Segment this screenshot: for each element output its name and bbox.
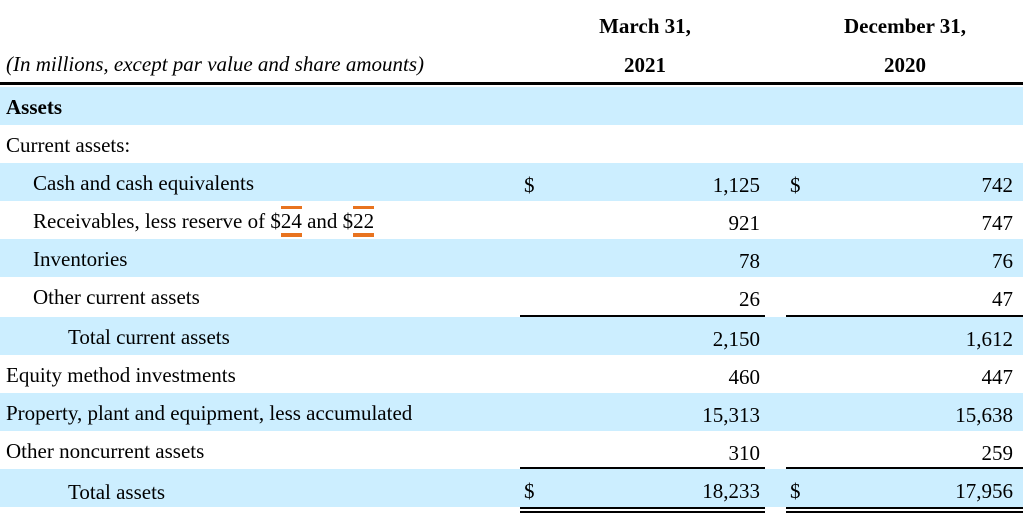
double-rule-2020-a xyxy=(786,507,1023,509)
value-2020: 17,956 xyxy=(955,479,1013,503)
table-row: Current assets: xyxy=(0,125,1023,163)
total-rule-2021 xyxy=(520,467,765,469)
row-label: Total assets xyxy=(68,480,166,504)
header-rule xyxy=(0,82,1023,85)
header-col2-line1: December 31, xyxy=(843,14,967,38)
value-2021: 310 xyxy=(728,441,761,465)
row-label: Property, plant and equipment, less accu… xyxy=(6,401,413,425)
row-label: Total current assets xyxy=(68,325,230,349)
table-row: Total assets $ 18,233 $ 17,956 xyxy=(0,469,1023,507)
value-2020: 1,612 xyxy=(965,327,1013,351)
value-2020: 259 xyxy=(981,441,1014,465)
value-2021: 15,313 xyxy=(702,403,760,427)
header-col1-line2: 2021 xyxy=(624,53,666,77)
dollar-sign: $ xyxy=(524,479,535,503)
header-col2-line2: 2020 xyxy=(884,53,926,77)
table-row: Other noncurrent assets 310 259 xyxy=(0,431,1023,469)
table-row: Property, plant and equipment, less accu… xyxy=(0,393,1023,431)
reserve-2021-highlight: 24 xyxy=(280,206,302,237)
row-label: Cash and cash equivalents xyxy=(33,171,255,195)
value-2020: 447 xyxy=(981,365,1014,389)
header-col1-line1: March 31, xyxy=(599,14,691,38)
subtotal-rule-2021 xyxy=(520,315,765,317)
row-label: Other noncurrent assets xyxy=(6,439,205,463)
table-row: Cash and cash equivalents $ 1,125 $ 742 xyxy=(0,163,1023,201)
value-2021: 460 xyxy=(728,365,761,389)
dollar-sign: $ xyxy=(790,479,801,503)
dollar-sign: $ xyxy=(790,173,801,197)
value-2020: 747 xyxy=(981,211,1014,235)
value-2020: 47 xyxy=(992,287,1013,311)
row-label: Equity method investments xyxy=(6,363,236,387)
double-rule-2020-b xyxy=(786,511,1023,513)
value-2020: 76 xyxy=(992,249,1013,273)
units-note: (In millions, except par value and share… xyxy=(6,52,424,76)
table-row: Inventories 78 76 xyxy=(0,239,1023,277)
value-2020: 15,638 xyxy=(955,403,1013,427)
receivables-label-prefix: Receivables, less reserve of $ xyxy=(33,209,281,233)
table-row: Equity method investments 460 447 xyxy=(0,355,1023,393)
row-label: Assets xyxy=(6,95,62,119)
table-row: Receivables, less reserve of $24 and $22… xyxy=(0,201,1023,239)
reserve-2020-highlight: 22 xyxy=(353,206,375,237)
row-label: Current assets: xyxy=(6,133,131,157)
dollar-sign: $ xyxy=(524,173,535,197)
row-label: Inventories xyxy=(33,247,128,271)
total-rule-2020 xyxy=(786,467,1023,469)
value-2021: 921 xyxy=(728,211,761,235)
row-label: Other current assets xyxy=(33,285,200,309)
subtotal-rule-2020 xyxy=(786,315,1023,317)
value-2021: 18,233 xyxy=(702,479,760,503)
table-row: Assets xyxy=(0,87,1023,125)
value-2021: 78 xyxy=(739,249,760,273)
value-2020: 742 xyxy=(981,173,1014,197)
row-label: Receivables, less reserve of $24 and $22 xyxy=(33,206,375,237)
value-2021: 2,150 xyxy=(712,327,760,351)
receivables-label-middle: and $ xyxy=(301,209,354,233)
double-rule-2021-b xyxy=(520,511,765,513)
value-2021: 1,125 xyxy=(712,173,760,197)
table-row: Other current assets 26 47 xyxy=(0,277,1023,315)
table-row: Total current assets 2,150 1,612 xyxy=(0,317,1023,355)
value-2021: 26 xyxy=(739,287,760,311)
double-rule-2021-a xyxy=(520,507,765,509)
